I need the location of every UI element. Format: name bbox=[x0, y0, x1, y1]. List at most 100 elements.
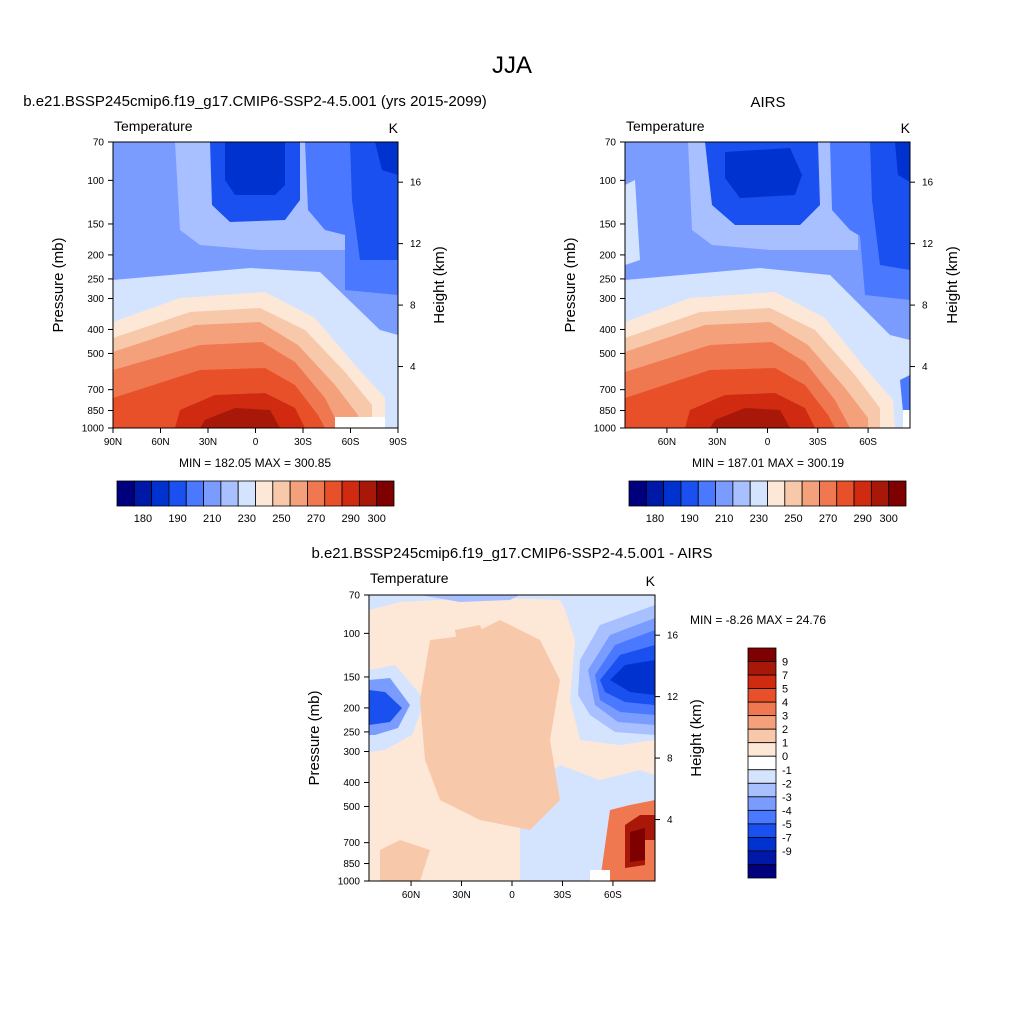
colorbar-swatch bbox=[168, 480, 187, 507]
band-neg-top2 bbox=[420, 595, 520, 602]
variable-label: Temperature bbox=[370, 570, 449, 586]
colorbar-swatch bbox=[307, 480, 326, 507]
colorbar-swatch bbox=[220, 480, 239, 507]
band-polar-190 bbox=[375, 142, 398, 175]
band-300 bbox=[200, 408, 280, 428]
colorbar-label: -7 bbox=[782, 832, 792, 844]
y-axis-pressure: 70 100 150 200 250 300 400 500 700 850 1000 bbox=[338, 591, 369, 888]
y-tick-label: 1000 bbox=[594, 424, 617, 435]
y-right-tick-label: 16 bbox=[667, 631, 679, 642]
y-axis-height: 16 12 8 4 bbox=[910, 178, 934, 373]
figure-title: JJA bbox=[492, 52, 532, 79]
band-polar-200 bbox=[350, 142, 398, 260]
band-tropical-edge bbox=[625, 180, 640, 265]
colorbar-label: 230 bbox=[750, 513, 768, 525]
colorbar-swatch bbox=[747, 728, 777, 744]
colorbar-label: 190 bbox=[680, 513, 698, 525]
x-tick-label: 60S bbox=[342, 437, 360, 448]
colorbar-swatch bbox=[801, 480, 820, 507]
x-tick-label: 0 bbox=[253, 437, 259, 448]
colorbar-swatch bbox=[888, 480, 907, 507]
colorbar-swatch bbox=[697, 480, 716, 507]
y-tick-label: 300 bbox=[599, 294, 616, 305]
colorbar-swatch bbox=[747, 837, 777, 852]
colorbar-swatch bbox=[747, 701, 777, 717]
colorbar-swatch bbox=[749, 480, 768, 507]
colorbar-label: 3 bbox=[782, 711, 788, 723]
colorbar-swatch bbox=[680, 480, 699, 507]
colorbar-swatch bbox=[836, 480, 855, 507]
y-tick-label: 300 bbox=[343, 747, 360, 758]
colorbar-swatch bbox=[255, 480, 274, 507]
colorbar-swatch bbox=[747, 796, 777, 811]
colorbar-swatch bbox=[819, 480, 838, 507]
band-1-2b bbox=[455, 625, 490, 660]
colorbar-label: 270 bbox=[819, 513, 837, 525]
min-max-stats: MIN = 187.01 MAX = 300.19 bbox=[692, 456, 844, 470]
panel-title: b.e21.BSSP245cmip6.f19_g17.CMIP6-SSP2-4.… bbox=[311, 545, 712, 562]
colorbar-swatch bbox=[663, 480, 682, 507]
band-195 bbox=[725, 148, 802, 198]
colorbar-label: 5 bbox=[782, 684, 788, 696]
colorbar: 97 54 32 10 -1-2 -3-4 -5-7 -9 bbox=[747, 647, 792, 879]
colorbar-label: 4 bbox=[782, 697, 788, 709]
y-tick-label: 100 bbox=[87, 176, 104, 187]
colorbar-label: 0 bbox=[782, 751, 788, 763]
band-210 bbox=[700, 142, 910, 300]
panel-model: b.e21.BSSP245cmip6.f19_g17.CMIP6-SSP2-4.… bbox=[23, 93, 487, 525]
y-right-tick-label: 16 bbox=[922, 178, 934, 189]
colorbar-label: 180 bbox=[134, 513, 152, 525]
variable-label: Temperature bbox=[626, 118, 705, 134]
y-axis-label: Pressure (mb) bbox=[562, 237, 579, 332]
y-tick-label: 100 bbox=[599, 176, 616, 187]
y-axis-pressure: 70 100 150 200 250 300 400 500 700 850 1000 bbox=[82, 138, 113, 435]
colorbar-swatch bbox=[732, 480, 751, 507]
colorbar: 180 190 210 230 250 270 290 300 bbox=[628, 480, 907, 525]
colorbar-label: 9 bbox=[782, 657, 788, 669]
y-tick-label: 500 bbox=[343, 802, 360, 813]
colorbar-swatch bbox=[151, 480, 170, 507]
colorbar-swatch bbox=[324, 480, 343, 507]
colorbar-swatch bbox=[341, 480, 360, 507]
band-max-corner bbox=[630, 828, 645, 862]
band-1-2 bbox=[420, 620, 560, 830]
y-tick-label: 70 bbox=[605, 138, 617, 149]
colorbar-label: -9 bbox=[782, 846, 792, 858]
band-neg-top bbox=[369, 595, 655, 610]
y-axis-right-label: Height (km) bbox=[944, 246, 961, 324]
colorbar-swatch bbox=[747, 782, 777, 798]
colorbar-swatch bbox=[747, 823, 777, 838]
colorbar: 180 190 210 230 250 270 290 300 bbox=[116, 480, 395, 525]
y-axis-right-label: Height (km) bbox=[688, 699, 705, 777]
colorbar-swatch bbox=[358, 480, 378, 507]
y-tick-label: 100 bbox=[343, 629, 360, 640]
x-tick-label: 60N bbox=[402, 890, 420, 901]
x-tick-label: 0 bbox=[765, 437, 771, 448]
contour-field bbox=[369, 595, 655, 881]
y-right-tick-label: 8 bbox=[922, 301, 928, 312]
y-tick-label: 1000 bbox=[338, 877, 361, 888]
colorbar-swatch bbox=[645, 480, 665, 507]
y-axis-label: Pressure (mb) bbox=[306, 690, 323, 785]
y-tick-label: 70 bbox=[93, 138, 105, 149]
colorbar-swatch bbox=[116, 480, 135, 507]
colorbar-label: -2 bbox=[782, 778, 792, 790]
band-300 bbox=[710, 408, 790, 428]
colorbar-swatch bbox=[747, 688, 777, 703]
panel-airs: AIRS Temperature K 70 100 150 200 250 300 400 5… bbox=[562, 94, 961, 525]
colorbar-swatch bbox=[747, 674, 777, 689]
x-tick-label: 60S bbox=[604, 890, 622, 901]
y-right-tick-label: 8 bbox=[667, 754, 673, 765]
panel-title: AIRS bbox=[750, 94, 785, 111]
missing-data bbox=[590, 870, 610, 881]
y-tick-label: 400 bbox=[599, 325, 616, 336]
band-polar-190 bbox=[895, 142, 910, 182]
y-right-tick-label: 4 bbox=[922, 362, 928, 373]
colorbar-swatch bbox=[289, 480, 308, 507]
contour-field bbox=[625, 142, 910, 428]
colorbar-label: 2 bbox=[782, 724, 788, 736]
y-axis-height: 16 12 8 4 bbox=[655, 631, 679, 826]
missing-data bbox=[335, 417, 385, 428]
units-label: K bbox=[901, 120, 911, 136]
